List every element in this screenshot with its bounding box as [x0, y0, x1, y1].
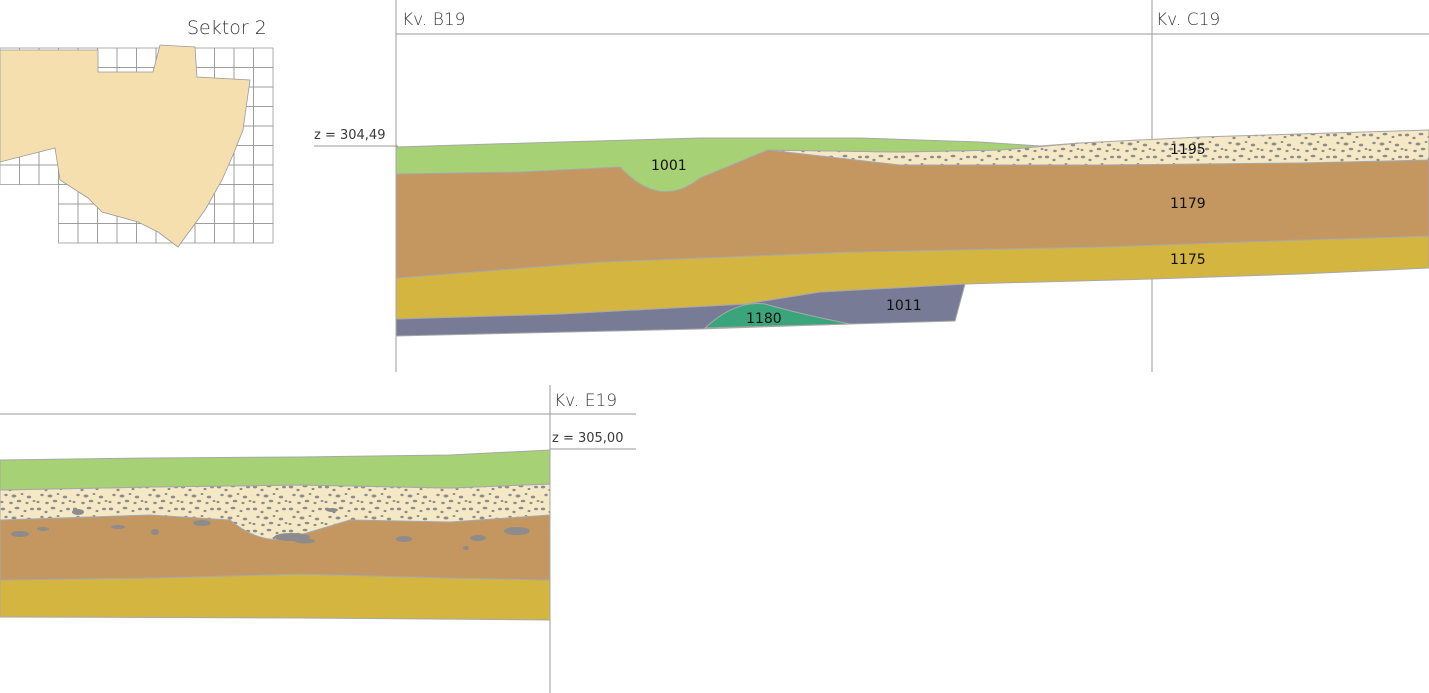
inset-grid-cell [214, 47, 235, 68]
inset-grid-cell [253, 164, 274, 185]
elevation-label-upper: z = 304,49 [314, 128, 385, 143]
layer-label-1195: 1195 [1170, 142, 1206, 158]
inset-grid-cell [58, 203, 79, 224]
inset-grid-cell [253, 86, 274, 107]
inset-grid-cell [97, 47, 118, 68]
lower-layer-yellow [0, 573, 551, 621]
layer-1001 [395, 137, 1081, 193]
inset-grid-cell [253, 125, 274, 146]
layer-label-1180: 1180 [746, 311, 782, 327]
inset-grid-cell [116, 223, 137, 244]
inset-grid-cell [233, 223, 254, 244]
grid-label-e19: Kv. E19 [554, 391, 617, 411]
inset-grid-cell [214, 223, 235, 244]
elevation-label-lower: z = 305,00 [552, 431, 623, 446]
inset-grid-cell [38, 164, 59, 185]
inset-grid-cell [233, 184, 254, 205]
layer-label-1179: 1179 [1170, 196, 1206, 212]
inset-grid-cell [136, 47, 157, 68]
lower-stones [11, 508, 530, 550]
inset-grid-cell [233, 145, 254, 166]
inset-grid-cell [253, 106, 274, 127]
inset-grid-cell [194, 223, 215, 244]
inset-grid-cell [253, 223, 274, 244]
inset-grid-cell [19, 164, 40, 185]
inset-grid-cell [214, 203, 235, 224]
layer-label-1001: 1001 [651, 158, 687, 174]
inset-grid-cell [116, 47, 137, 68]
inset-grid-cell [253, 67, 274, 88]
inset-grid-cell [253, 47, 274, 68]
inset-grid-cell [77, 223, 98, 244]
inset-grid-cell [58, 223, 79, 244]
inset-grid-cell [77, 203, 98, 224]
inset-grid-cell [194, 47, 215, 68]
inset-grid-cell [97, 223, 118, 244]
lower-layer-green [0, 449, 551, 491]
inset-grid-cell [233, 47, 254, 68]
inset-grid-cell [0, 164, 20, 185]
inset-grid-cell [253, 145, 274, 166]
lower-profile: Kv. E19 z = 305,00 [0, 385, 636, 693]
inset-grid-cell [253, 184, 274, 205]
inset-map: Sektor 2 [0, 17, 274, 248]
inset-grid-cell [253, 203, 274, 224]
inset-map-excavated-area [0, 44, 251, 248]
layer-1180 [703, 303, 851, 329]
grid-label-b19: Kv. B19 [402, 10, 465, 30]
layer-label-1011: 1011 [886, 298, 922, 314]
inset-grid-cell [233, 203, 254, 224]
upper-profile: Kv. B19 Kv. C19 z = 304,49 1001 1195 117… [314, 0, 1429, 372]
grid-label-c19: Kv. C19 [1156, 10, 1220, 30]
inset-map-title: Sektor 2 [187, 17, 267, 39]
inset-grid-cell [233, 164, 254, 185]
layer-label-1175: 1175 [1170, 252, 1206, 268]
